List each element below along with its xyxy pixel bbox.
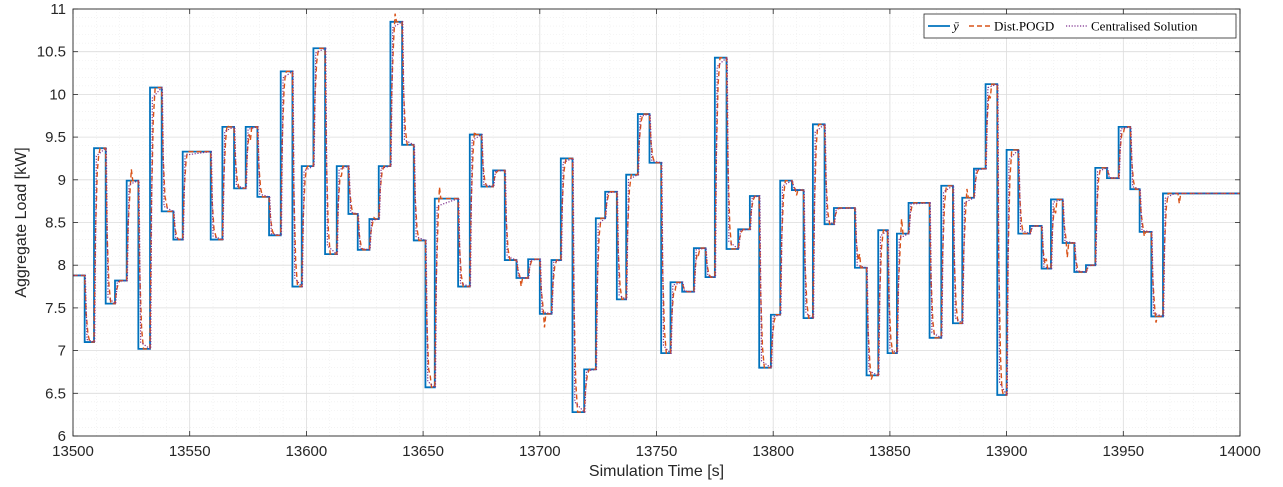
legend-label-dist-pogd: Dist.POGD — [994, 19, 1054, 34]
x-tick-label: 13500 — [52, 443, 94, 460]
legend: ȳ Dist.POGD Centralised Solution — [923, 13, 1237, 39]
x-tick-label: 13550 — [169, 443, 211, 460]
y-tick-label: 8.5 — [45, 215, 66, 232]
y-axis-ticks: 6 6.5 7 7.5 8 8.5 9 9.5 10 10.5 11 — [37, 1, 1240, 445]
x-tick-label: 14000 — [1219, 443, 1261, 460]
legend-label-y-bar: ȳ — [951, 19, 959, 34]
y-tick-label: 9.5 — [45, 129, 66, 146]
y-tick-label: 10 — [49, 86, 66, 103]
y-tick-label: 7 — [58, 343, 66, 360]
x-tick-label: 13850 — [869, 443, 911, 460]
y-axis-title: Aggregate Load [kW] — [13, 147, 30, 297]
y-tick-label: 10.5 — [37, 44, 66, 61]
x-axis-ticks: 13500 13550 13600 13650 13700 13750 13800 13850… — [52, 9, 1261, 460]
y-tick-label: 6 — [58, 428, 66, 445]
series-layer — [73, 13, 1240, 413]
legend-label-centralised-solution: Centralised Solution — [1091, 19, 1198, 34]
x-tick-label: 13650 — [402, 443, 444, 460]
major-grid — [72, 8, 1241, 437]
x-tick-label: 13900 — [986, 443, 1028, 460]
series-line-centralised-solution — [73, 21, 1240, 413]
y-tick-label: 7.5 — [45, 300, 66, 317]
x-tick-label: 13750 — [636, 443, 678, 460]
x-tick-label: 13700 — [519, 443, 561, 460]
x-tick-label: 13950 — [1102, 443, 1144, 460]
y-tick-label: 6.5 — [45, 385, 66, 402]
x-tick-label: 13600 — [286, 443, 328, 460]
y-tick-label: 8 — [58, 257, 66, 274]
x-tick-label: 13800 — [752, 443, 794, 460]
y-tick-label: 9 — [58, 172, 66, 189]
y-tick-label: 11 — [50, 1, 66, 18]
x-axis-title: Simulation Time [s] — [589, 463, 724, 480]
